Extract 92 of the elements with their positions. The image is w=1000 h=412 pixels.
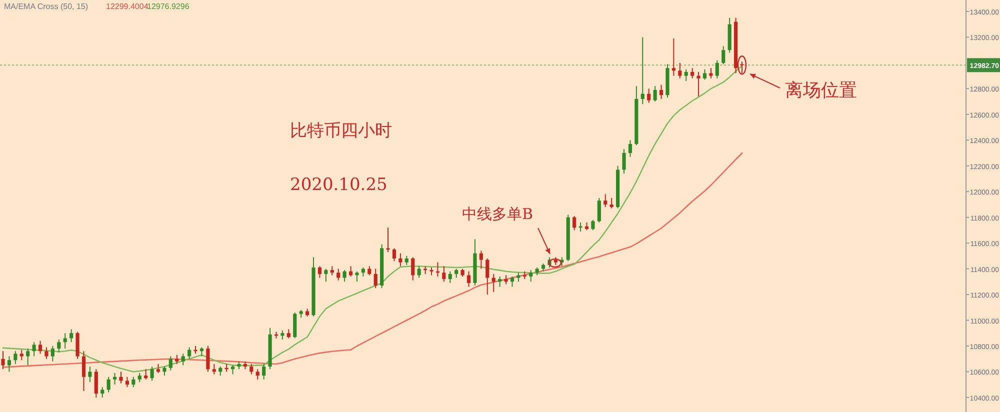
candlestick [262, 364, 266, 380]
candlestick [597, 198, 601, 223]
candlestick [206, 345, 210, 372]
candlestick [355, 270, 359, 282]
candlestick [26, 348, 30, 366]
candlestick [417, 266, 421, 278]
candlestick [386, 227, 390, 253]
candlestick [144, 368, 148, 380]
annotation: 中线多单B [462, 205, 534, 223]
candlestick [181, 353, 185, 366]
candlestick [150, 366, 154, 382]
candlestick [374, 268, 378, 289]
candlestick [162, 366, 166, 376]
candlestick [32, 342, 36, 357]
candlestick [684, 68, 688, 82]
candlestick [188, 346, 192, 360]
candlestick [156, 364, 160, 374]
candlestick [504, 274, 508, 285]
annotation: 12976.9296 [147, 2, 190, 11]
annotation: 2020.10.25 [290, 175, 388, 195]
text: 离场位置 [785, 80, 857, 101]
candlestick [286, 328, 290, 339]
candlestick [112, 372, 117, 386]
candlestick [690, 68, 694, 79]
candlestick [516, 272, 520, 282]
candlestick [318, 266, 322, 278]
candlestick [628, 140, 632, 158]
candlestick [82, 350, 86, 392]
candlestick [7, 356, 12, 372]
candlestick [368, 266, 372, 276]
candlestick [100, 386, 104, 398]
candlestick [610, 198, 614, 209]
candlestick [14, 350, 18, 365]
candlestick [622, 148, 626, 174]
candlestick [230, 364, 235, 375]
candlestick [678, 62, 682, 79]
candlestick [591, 219, 595, 231]
candlestick [392, 248, 396, 262]
candlestick [529, 270, 533, 282]
candlestick [398, 252, 402, 267]
candlestick [330, 266, 334, 276]
candlestick [442, 266, 446, 282]
candlestick [709, 68, 713, 79]
candlestick [256, 368, 260, 380]
candlestick [336, 268, 340, 281]
candlestick [250, 364, 254, 375]
candlestick [44, 346, 48, 360]
candlestick [454, 268, 458, 278]
candlestick [20, 349, 24, 361]
candlestick [572, 216, 576, 231]
candlestick [466, 270, 471, 288]
candlestick [715, 60, 719, 79]
candlestick [404, 255, 408, 266]
candlestick [722, 46, 726, 65]
annotation: 12299.4004 [106, 2, 149, 11]
candlestick [411, 256, 415, 281]
candlestick [448, 270, 452, 284]
candlestick [125, 376, 129, 388]
candlestick [175, 354, 179, 365]
candlestick [479, 250, 483, 270]
candlestick [498, 276, 502, 288]
candlestick [119, 371, 123, 384]
candlestick [76, 331, 80, 360]
candlestick [168, 356, 172, 371]
candlestick [672, 38, 676, 76]
candlestick [280, 330, 284, 340]
candlestick [486, 258, 490, 296]
candlestick [212, 364, 216, 375]
candlestick [604, 194, 608, 208]
candlestick [659, 84, 664, 100]
candlestick [647, 88, 651, 104]
candlestick [740, 61, 744, 74]
candlestick [38, 340, 42, 354]
candlestick [293, 312, 297, 339]
candlestick [702, 68, 707, 80]
candlestick [88, 366, 92, 383]
candlestick [94, 368, 98, 398]
candlestick [653, 86, 657, 102]
candlestick [1, 350, 5, 370]
candlestick [640, 36, 644, 105]
candlestick [138, 372, 142, 383]
candlestick [50, 345, 54, 362]
candlestick [200, 346, 204, 357]
annotation: MA/EMA Cross (50, 15) [4, 2, 88, 11]
annotation: 比特币四小时 [290, 121, 392, 141]
candlestick [106, 376, 110, 393]
candlestick [70, 328, 74, 343]
candlestick [132, 376, 136, 388]
candlestick [57, 339, 61, 353]
candlestick [324, 268, 328, 282]
candlestick [342, 270, 346, 282]
candlestick [696, 71, 700, 97]
